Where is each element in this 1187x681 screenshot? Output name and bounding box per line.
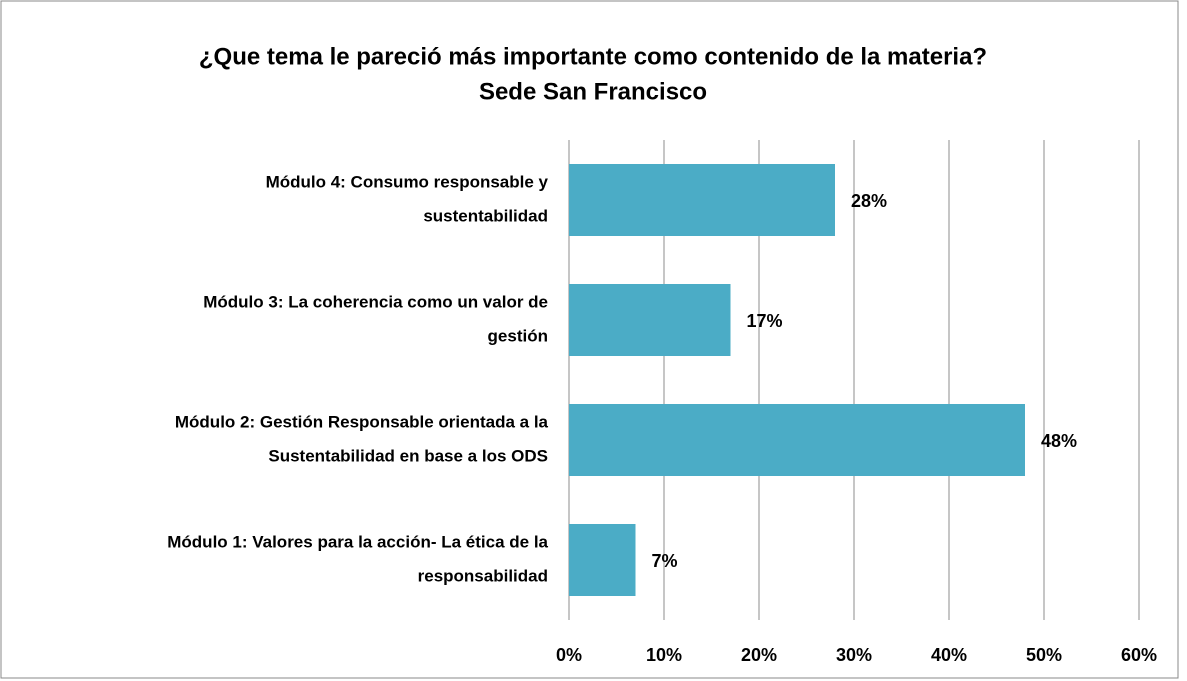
chart-subtitle: Sede San Francisco [479, 78, 707, 105]
x-tick-label: 50% [1026, 645, 1062, 665]
x-tick-label: 0% [556, 645, 582, 665]
bar [569, 164, 835, 236]
x-tick-label: 20% [741, 645, 777, 665]
y-tick-label: gestión [488, 326, 548, 345]
bar [569, 284, 731, 356]
y-tick-label: Sustentabilidad en base a los ODS [268, 446, 548, 465]
chart-title: ¿Que tema le pareció más importante como… [199, 43, 987, 70]
y-tick-label: sustentabilidad [423, 206, 548, 225]
data-label: 7% [652, 551, 678, 571]
y-tick-label: Módulo 4: Consumo responsable y [266, 172, 549, 191]
bar [569, 524, 636, 596]
y-tick-label: responsabilidad [418, 566, 548, 585]
y-tick-label: Módulo 3: La coherencia como un valor de [203, 292, 548, 311]
x-tick-label: 30% [836, 645, 872, 665]
x-tick-label: 10% [646, 645, 682, 665]
data-label: 48% [1041, 431, 1077, 451]
y-tick-label: Módulo 2: Gestión Responsable orientada … [175, 412, 549, 431]
data-label: 17% [747, 311, 783, 331]
y-tick-label: Módulo 1: Valores para la acción- La éti… [167, 532, 548, 551]
x-tick-label: 60% [1121, 645, 1157, 665]
x-tick-label: 40% [931, 645, 967, 665]
data-label: 28% [851, 191, 887, 211]
bar [569, 404, 1025, 476]
